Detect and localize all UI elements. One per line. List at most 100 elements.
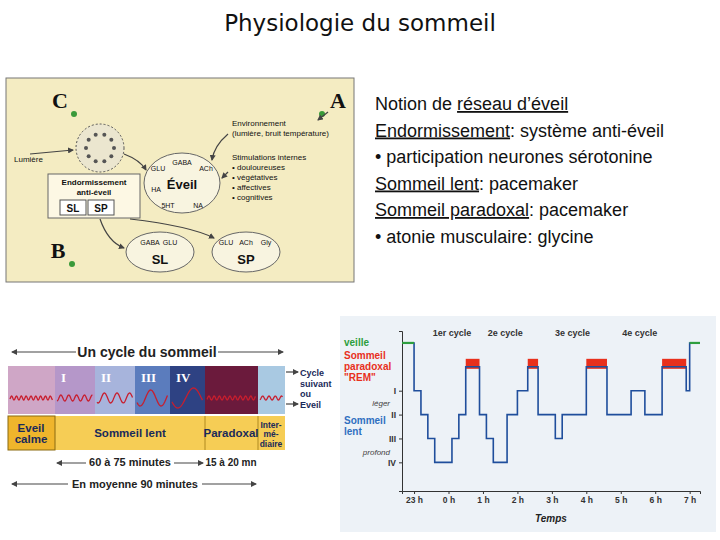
transmitter: 5HT	[161, 202, 175, 209]
eeg-wave	[207, 396, 256, 400]
tick-label: I	[394, 386, 396, 396]
sleep-onset-text: anti-éveil	[77, 188, 112, 197]
hypnogram-line	[402, 343, 700, 462]
label-bg	[86, 455, 174, 469]
marker-dot	[69, 261, 75, 267]
bullet-line: Sommeil lent: pacemaker	[375, 174, 578, 194]
internal-text: • végétatives	[232, 173, 278, 182]
band-label: Inter-	[260, 420, 281, 430]
level-label: Sommeil	[344, 415, 386, 426]
transmitter: Gly	[261, 239, 272, 247]
tick-label: 2 h	[512, 495, 524, 505]
internal-text: • douloureuses	[232, 163, 285, 172]
arrow	[286, 371, 298, 372]
tick-mark	[586, 491, 587, 494]
stage-panel	[8, 366, 55, 414]
clock-dot	[87, 154, 91, 158]
text-run: : pacemaker	[479, 174, 578, 194]
marker-dot	[71, 111, 77, 117]
sleep-cycle-diagram: Un cycle du sommeilIIIIIIIVEveilcalmeSom…	[8, 342, 332, 490]
tick: 5 h	[615, 491, 627, 505]
duration-label: 15 à 20 mn	[205, 457, 256, 468]
transmitter: ACh	[239, 239, 253, 246]
clock-dot	[102, 133, 106, 137]
tick-label: IV	[388, 458, 396, 468]
environment-text: (lumière, bruit température)	[232, 129, 329, 138]
tick: II	[391, 410, 402, 420]
arrow	[212, 134, 228, 160]
text-run: • atonie musculaire: glycine	[375, 227, 593, 247]
axis-line	[399, 332, 403, 492]
sleep-node	[212, 232, 280, 272]
tick: 23 h	[406, 491, 423, 505]
stage-label: III	[141, 370, 156, 385]
tick-mark	[621, 491, 622, 494]
level-label: profond	[362, 448, 391, 457]
eeg-wave	[137, 390, 168, 406]
bullet-line: • participation neurones sérotonine	[375, 147, 652, 167]
tick: 3 h	[546, 491, 558, 505]
band-label: diaire	[260, 439, 283, 449]
tick-label: 4 h	[581, 495, 593, 505]
tick-label: 3 h	[546, 495, 558, 505]
tick: III	[389, 434, 402, 444]
state-label: SP	[94, 203, 108, 214]
tick-label: 7 h	[684, 495, 696, 505]
state-box	[60, 200, 86, 215]
stage-label: I	[61, 370, 66, 385]
cycle-label: 1er cycle	[433, 328, 472, 338]
clock-dot	[102, 159, 106, 163]
cycle-label: 4e cycle	[622, 328, 657, 338]
cycle-title: Un cycle du sommeil	[77, 344, 216, 360]
eeg-wave	[97, 393, 133, 403]
transmitter: GLU	[151, 165, 165, 172]
transmitter: GLU	[219, 239, 233, 246]
stage-label: IV	[176, 370, 191, 385]
text-run: : système anti-éveil	[510, 121, 664, 141]
eeg-wave	[172, 388, 203, 408]
clock	[76, 124, 124, 172]
stage-panel	[95, 366, 135, 414]
internal-text: • cognitives	[232, 193, 273, 202]
next-label: Cycle	[300, 368, 324, 378]
node-label: SL	[152, 252, 169, 267]
text-run: : pacemaker	[529, 200, 628, 220]
slide: Physiologie du sommeilABCLumièreEnvironn…	[0, 0, 720, 540]
text-run: Sommeil paradoxal	[375, 200, 529, 220]
tick: 6 h	[650, 491, 662, 505]
wake-segment	[690, 342, 700, 344]
plot-area	[402, 343, 700, 462]
band-row	[8, 416, 285, 450]
transmitter: GABA	[172, 159, 192, 166]
eeg-wave	[57, 395, 93, 401]
clock-dot	[94, 133, 98, 137]
clock-dot	[94, 159, 98, 163]
eeg-wave	[10, 396, 53, 400]
level-label: Sommeil	[344, 350, 386, 361]
text-run: Sommeil lent	[375, 174, 479, 194]
tick: 4 h	[581, 491, 593, 505]
next-label: suivant	[300, 379, 332, 389]
band-label: calme	[15, 433, 48, 445]
tick-label: 5 h	[615, 495, 627, 505]
level-label: veille	[344, 337, 369, 348]
sleep-node	[126, 232, 194, 272]
internal-text: Stimulations internes	[232, 153, 306, 162]
next-label: ou	[300, 389, 311, 399]
tick-mark	[552, 491, 553, 494]
bullet-line: Sommeil paradoxal: pacemaker	[375, 200, 628, 220]
band-box	[8, 416, 55, 450]
tick-mark	[449, 491, 450, 494]
marker-letter: C	[52, 88, 68, 113]
tick-mark	[483, 491, 484, 494]
stage-panel	[55, 366, 95, 414]
text-run: réseau d’éveil	[457, 94, 568, 114]
tick-label: 6 h	[650, 495, 662, 505]
level-label: lent	[344, 426, 362, 437]
transmitter: ACh	[199, 165, 213, 172]
wake-label: Éveil	[167, 177, 197, 192]
transmitter: NA	[193, 202, 203, 209]
level-label: léger	[372, 399, 390, 408]
tick: I	[394, 386, 402, 396]
band-label: mé-	[263, 429, 278, 439]
